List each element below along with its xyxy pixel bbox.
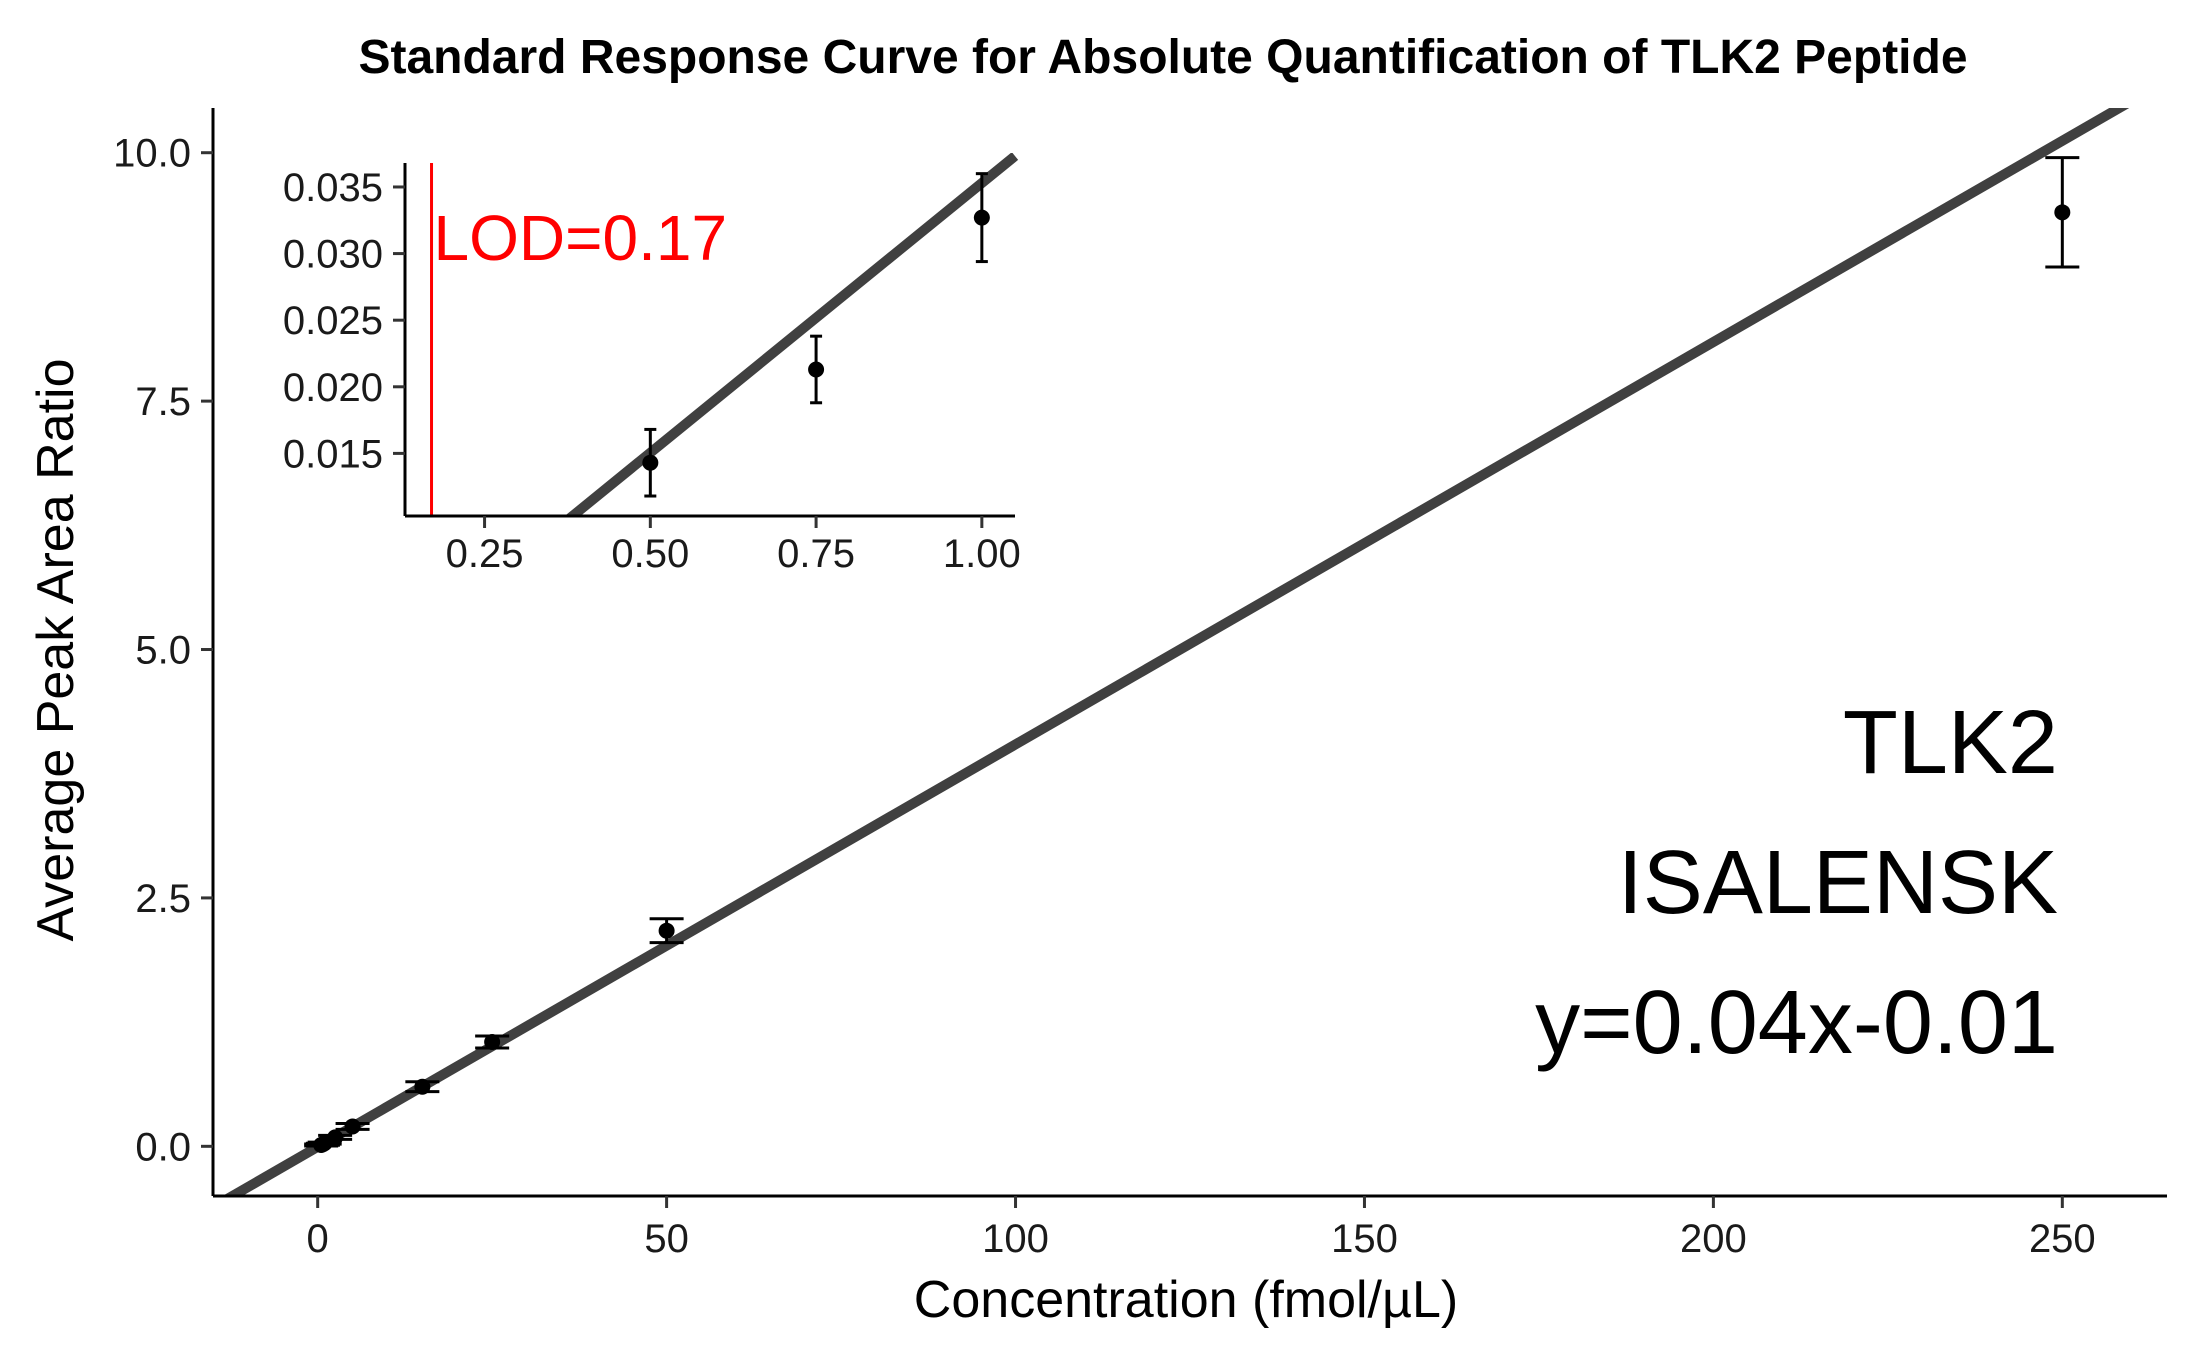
inset-y-tick-label: 0.015: [283, 432, 383, 476]
point-marker: [484, 1033, 501, 1050]
lod-label: LOD=0.17: [434, 202, 728, 274]
point-marker: [327, 1129, 344, 1146]
inset-x-tick-label: 0.25: [446, 532, 524, 576]
inset-x-tick-label: 0.50: [611, 532, 689, 576]
data-point-8: [2045, 156, 2080, 269]
inset-data-point-2: [973, 172, 990, 264]
inset-x-tick-label: 1.00: [943, 532, 1021, 576]
data-point-4: [335, 1118, 370, 1135]
inset-y-tick-label: 0.025: [283, 299, 383, 343]
x-axis-label: Concentration (fmol/µL): [914, 1271, 1458, 1329]
data-point-5: [405, 1078, 440, 1095]
inset-data-point-0: [642, 427, 659, 498]
regression-line: [222, 108, 2130, 1196]
point-marker: [2054, 204, 2071, 221]
y-tick-label: 7.5: [135, 380, 191, 424]
inset-x-tick-label: 0.75: [777, 532, 855, 576]
point-marker: [973, 209, 990, 226]
y-tick-label: 5.0: [135, 629, 191, 673]
y-axis-label: Average Peak Area Ratio: [27, 359, 85, 942]
inset-data-point-1: [808, 334, 825, 405]
inset-plot: LOD=0.17 0.25 0.50 0.75 1.00 0.015 0.020 0.025 0…: [283, 153, 1025, 576]
x-tick-label: 250: [2029, 1217, 2096, 1261]
data-point-3: [318, 1129, 353, 1146]
chart-title: Standard Response Curve for Absolute Qua…: [358, 31, 1967, 84]
inset-y-tick-label: 0.020: [283, 366, 383, 410]
peptide-label: ISALENSK: [1618, 833, 2058, 933]
y-tick-label: 0.0: [135, 1125, 191, 1169]
equation-label: y=0.04x-0.01: [1535, 973, 2058, 1073]
x-tick-label: 50: [644, 1217, 689, 1261]
inset-regression-line: [564, 153, 1019, 516]
protein-label: TLK2: [1843, 693, 2058, 793]
point-marker: [344, 1118, 361, 1135]
main-plot: 0 50 100 150 200 250 0.0 2.5 5.0 7.5 10.0: [113, 108, 2167, 1261]
y-tick-label: 2.5: [135, 877, 191, 921]
point-marker: [658, 922, 675, 939]
point-marker: [808, 361, 825, 378]
y-tick-label: 10.0: [113, 132, 191, 176]
x-tick-label: 100: [982, 1217, 1049, 1261]
x-tick-label: 150: [1331, 1217, 1398, 1261]
x-tick-label: 200: [1680, 1217, 1747, 1261]
point-marker: [642, 454, 659, 471]
inset-y-tick-label: 0.035: [283, 166, 383, 210]
data-point-7: [649, 917, 684, 945]
inset-background: [405, 153, 1025, 516]
data-point-6: [475, 1033, 510, 1050]
x-tick-label: 0: [307, 1217, 329, 1261]
inset-y-tick-label: 0.030: [283, 233, 383, 277]
point-marker: [414, 1078, 431, 1095]
